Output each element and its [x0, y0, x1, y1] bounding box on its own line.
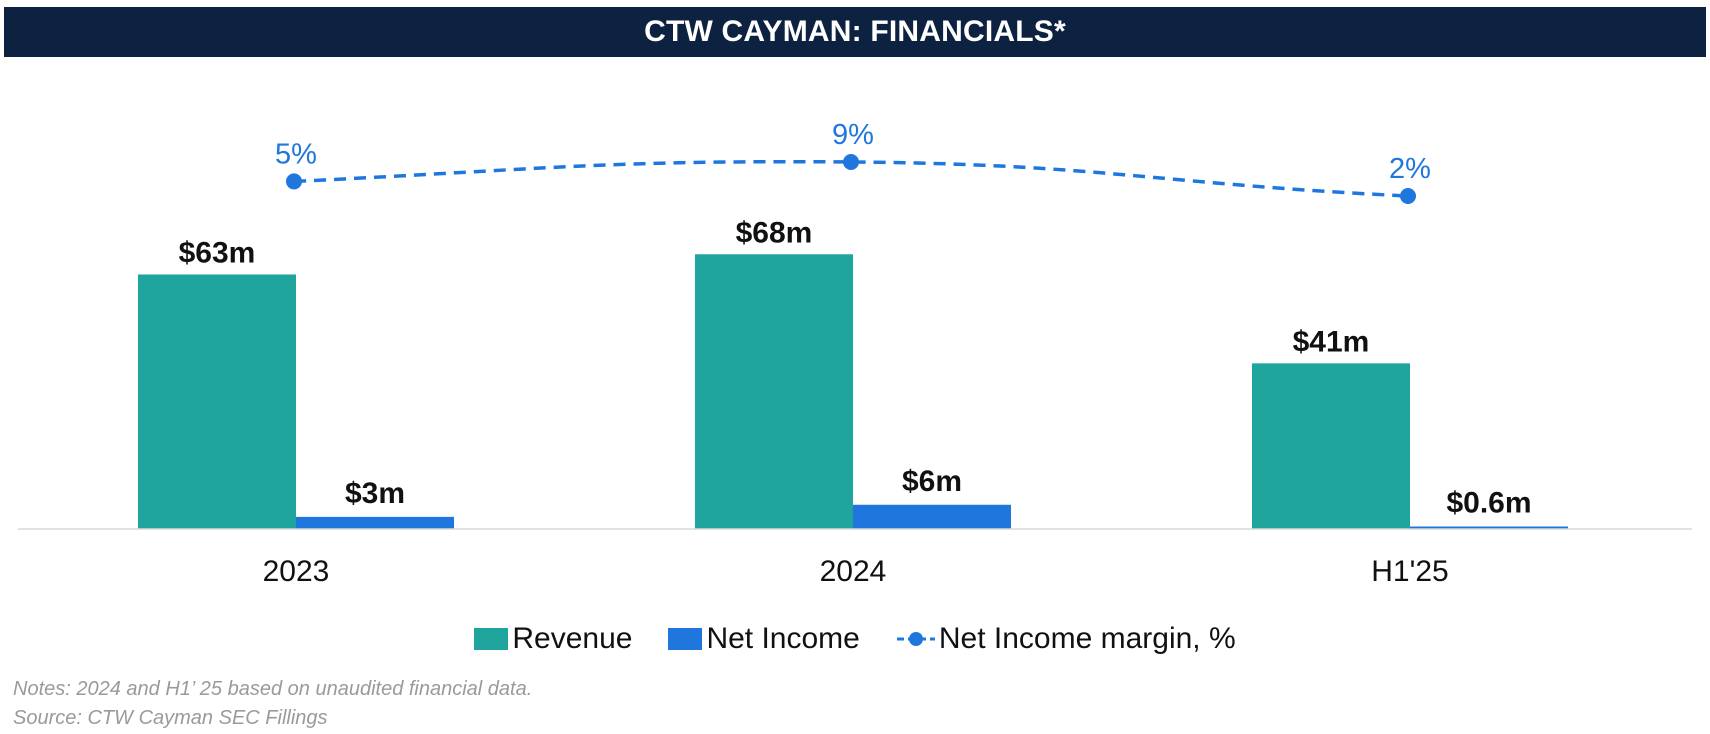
labels-layer: $63m $3m 2023 $68m $6m 2024 $41m $0.6m H1'25 — [179, 216, 1532, 588]
net-income-data-label: $6m — [902, 465, 962, 498]
x-tick-label: 2023 — [263, 555, 330, 588]
chart-title: CTW CAYMAN: FINANCIALS* — [4, 7, 1706, 57]
legend-item-net-income: Net Income — [668, 622, 860, 656]
margin-swatch — [896, 632, 935, 646]
legend-item-margin: Net Income margin, % — [896, 622, 1236, 656]
legend-item-revenue: Revenue — [474, 622, 632, 656]
revenue-bar — [138, 274, 296, 529]
margin-line-layer: 5% 9% 2% — [275, 119, 1431, 204]
margin-point — [286, 173, 302, 190]
revenue-data-label: $41m — [1293, 325, 1370, 358]
legend-label-net-income: Net Income — [706, 622, 860, 655]
footnotes: Notes: 2024 and H1’ 25 based on unaudite… — [13, 675, 532, 733]
margin-line — [293, 159, 1409, 198]
margin-data-label: 9% — [832, 119, 874, 151]
margin-point — [1400, 188, 1416, 204]
revenue-bar — [695, 254, 853, 529]
revenue-data-label: $63m — [179, 236, 256, 269]
net-income-swatch — [668, 628, 703, 650]
source-text: Source: CTW Cayman SEC Fillings — [13, 707, 328, 729]
net-income-bar — [1410, 526, 1568, 529]
legend-label-revenue: Revenue — [512, 622, 633, 655]
margin-point — [843, 153, 859, 170]
margin-data-label: 5% — [275, 138, 317, 170]
revenue-bar — [1252, 363, 1410, 529]
x-tick-label: H1'25 — [1371, 555, 1448, 588]
x-tick-label: 2024 — [820, 555, 887, 588]
combo-chart: 5% 9% 2% $63m $3m 2023 $68m $6m 2024 $41m $0.6m H1… — [18, 119, 1692, 588]
revenue-data-label: $68m — [736, 216, 813, 249]
revenue-swatch — [474, 628, 509, 650]
net-income-data-label: $3m — [345, 477, 405, 510]
legend: Revenue Net Income Net Income margin, % — [0, 622, 1710, 656]
notes-text: Notes: 2024 and H1’ 25 based on unaudite… — [13, 678, 533, 700]
margin-data-label: 2% — [1389, 153, 1431, 185]
net-income-bar — [853, 504, 1011, 529]
bars-layer — [138, 254, 1568, 529]
net-income-bar — [296, 516, 454, 529]
legend-label-margin: Net Income margin, % — [938, 622, 1236, 655]
net-income-data-label: $0.6m — [1446, 487, 1531, 520]
